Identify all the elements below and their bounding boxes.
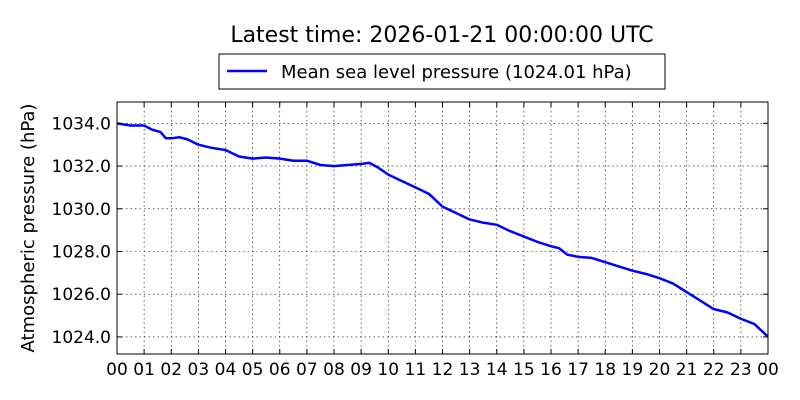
data-series xyxy=(116,122,769,338)
legend: Mean sea level pressure (1024.01 hPa) xyxy=(218,53,666,90)
pressure-line xyxy=(116,122,769,338)
x-tick-label: 04 xyxy=(215,360,237,380)
x-tick-label: 10 xyxy=(377,360,399,380)
x-tick-label: 02 xyxy=(160,360,182,380)
x-tick-label: 15 xyxy=(513,360,535,380)
x-tick-label: 06 xyxy=(269,360,291,380)
x-tick-label: 21 xyxy=(676,360,698,380)
x-tick-label: 13 xyxy=(459,360,481,380)
x-tick-label: 09 xyxy=(350,360,372,380)
x-tick-label: 17 xyxy=(567,360,589,380)
x-tick-label: 12 xyxy=(432,360,454,380)
legend-box xyxy=(218,53,666,90)
x-tick-label: 05 xyxy=(242,360,264,380)
x-tick-label: 00 xyxy=(757,360,779,380)
x-tick-label: 22 xyxy=(703,360,725,380)
x-tick-label: 07 xyxy=(296,360,318,380)
y-tick-label: 1032.0 xyxy=(52,157,111,177)
x-tick-label: 20 xyxy=(649,360,671,380)
x-tick-label: 11 xyxy=(405,360,427,380)
x-tick-label: 19 xyxy=(622,360,644,380)
y-tick-label: 1024.0 xyxy=(52,328,111,348)
y-tick-label: 1030.0 xyxy=(52,200,111,220)
y-axis-label: Atmospheric pressure (hPa) xyxy=(18,104,39,353)
x-tick-label: 14 xyxy=(486,360,508,380)
axis-ticks xyxy=(116,102,769,354)
x-tick-label: 23 xyxy=(730,360,752,380)
x-tick-label: 03 xyxy=(188,360,210,380)
legend-label: Mean sea level pressure (1024.01 hPa) xyxy=(281,62,632,83)
grid-lines xyxy=(117,102,768,354)
x-tick-label: 18 xyxy=(594,360,616,380)
x-tick-label: 08 xyxy=(323,360,345,380)
x-tick-label: 00 xyxy=(106,360,128,380)
y-tick-labels: 1024.0 1026.0 1028.0 1030.0 1032.0 1034.0 xyxy=(52,114,111,348)
y-tick-label: 1034.0 xyxy=(52,114,111,134)
y-tick-label: 1028.0 xyxy=(52,242,111,262)
chart-title: Latest time: 2026-01-21 00:00:00 UTC xyxy=(230,23,653,48)
y-tick-label: 1026.0 xyxy=(52,285,111,305)
x-tick-labels: 00 01 02 03 04 05 06 07 08 09 10 11 12 13 14 15 16 17 18 19… xyxy=(106,360,779,380)
x-tick-label: 01 xyxy=(133,360,155,380)
x-tick-label: 16 xyxy=(540,360,562,380)
